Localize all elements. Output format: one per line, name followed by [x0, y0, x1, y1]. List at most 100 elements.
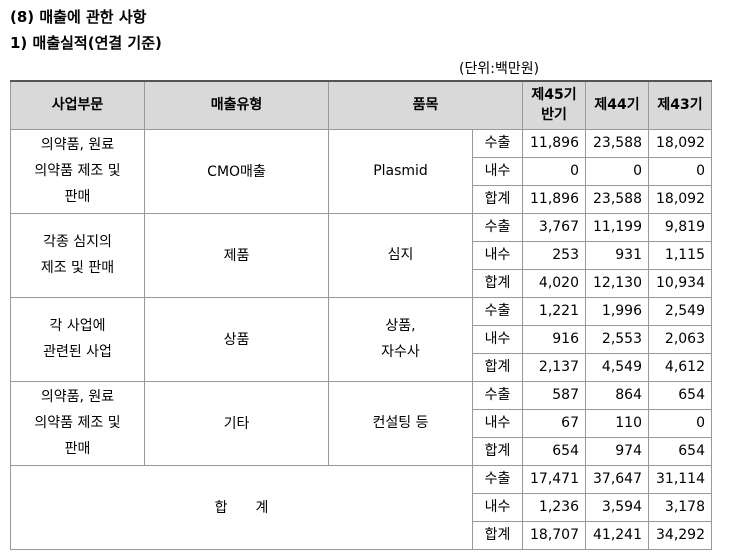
value-period-43: 1,115	[648, 240, 712, 270]
item-cell: Plasmid	[328, 128, 473, 214]
value-period-44: 12,130	[585, 268, 649, 298]
division-line: 의약품 제조 및	[34, 163, 121, 179]
value-kind: 내수	[472, 408, 523, 438]
value-kind: 합계	[472, 520, 523, 550]
value-period-45: 11,896	[522, 184, 586, 214]
value-period-45: 4,020	[522, 268, 586, 298]
table-row: 합계 2,137 4,549 4,612	[11, 352, 712, 382]
value-period-45: 1,221	[522, 296, 586, 326]
value-period-45: 253	[522, 240, 586, 270]
value-period-43: 18,092	[648, 184, 712, 214]
total-label: 합 계	[10, 464, 473, 550]
division-line: 의약품, 원료	[40, 389, 115, 405]
value-period-43: 0	[648, 408, 712, 438]
header-division: 사업부문	[10, 80, 145, 130]
division-line: 각 사업에	[49, 318, 106, 334]
value-period-44: 0	[585, 156, 649, 186]
value-period-44: 11,199	[585, 212, 649, 242]
header-period-45-line2: 반기	[541, 107, 567, 124]
section-subtitle: 1) 매출실적(연결 기준)	[10, 34, 162, 52]
value-period-43: 31,114	[648, 464, 712, 494]
division-line: 판매	[64, 441, 91, 457]
value-period-45: 17,471	[522, 464, 586, 494]
value-period-45: 916	[522, 324, 586, 354]
value-period-45: 0	[522, 156, 586, 186]
value-period-45: 3,767	[522, 212, 586, 242]
header-period-43: 제43기	[648, 80, 712, 130]
header-period-45-line1: 제45기	[531, 87, 577, 104]
sales-type-cell: 제품	[144, 212, 329, 298]
value-kind: 합계	[472, 184, 523, 214]
section-title: (8) 매출에 관한 사항	[10, 8, 147, 26]
sales-table-body: 의약품, 원료 의약품 제조 및 판매 CMO매출 Plasmid 수출 11,896 23,…	[10, 128, 712, 550]
division-line: 의약품, 원료	[40, 137, 115, 153]
value-period-43: 2,549	[648, 296, 712, 326]
value-period-43: 10,934	[648, 268, 712, 298]
value-kind: 수출	[472, 296, 523, 326]
value-kind: 수출	[472, 380, 523, 410]
header-type: 매출유형	[144, 80, 329, 130]
value-period-44: 41,241	[585, 520, 649, 550]
value-period-44: 2,553	[585, 324, 649, 354]
value-kind: 수출	[472, 212, 523, 242]
value-period-43: 4,612	[648, 352, 712, 382]
division-line: 제조 및 판매	[40, 260, 115, 276]
division-line: 각종 심지의	[43, 234, 112, 250]
table-row: 합계 18,707 41,241 34,292	[11, 520, 712, 550]
division-line: 관련된 사업	[43, 344, 112, 360]
item-cell: 컨설팅 등	[328, 380, 473, 466]
value-kind: 수출	[472, 464, 523, 494]
division-line: 의약품 제조 및	[34, 415, 121, 431]
value-period-45: 67	[522, 408, 586, 438]
value-period-44: 974	[585, 436, 649, 466]
value-kind: 합계	[472, 268, 523, 298]
value-period-43: 654	[648, 436, 712, 466]
item-line: Plasmid	[373, 163, 428, 179]
division-line: 판매	[64, 189, 91, 205]
table-row: 의약품, 원료 의약품 제조 및 판매 CMO매출 Plasmid 수출 11,896 23,…	[10, 128, 712, 214]
item-line: 컨설팅 등	[372, 415, 429, 431]
value-period-45: 2,137	[522, 352, 586, 382]
value-period-44: 37,647	[585, 464, 649, 494]
value-period-43: 18,092	[648, 128, 712, 158]
value-period-43: 654	[648, 380, 712, 410]
table-row: 합 계 수출 17,471 37,647 31,114	[10, 464, 712, 550]
value-period-44: 931	[585, 240, 649, 270]
table-row: 내수 0 0 0	[11, 156, 712, 186]
table-row: 각종 심지의 제조 및 판매 제품 심지 수출 3,767 11,199 9,819	[10, 212, 712, 298]
item-cell: 심지	[328, 212, 473, 298]
item-line: 심지	[387, 247, 414, 263]
value-kind: 내수	[472, 492, 523, 522]
value-period-45: 654	[522, 436, 586, 466]
table-row: 합계 4,020 12,130 10,934	[11, 268, 712, 298]
value-period-43: 2,063	[648, 324, 712, 354]
value-period-44: 23,588	[585, 184, 649, 214]
value-period-45: 11,896	[522, 128, 586, 158]
sales-type-cell: CMO매출	[144, 128, 329, 214]
sales-table: 사업부문 매출유형 품목 제45기 반기 제44기 제43기 의약품, 원료 의약…	[10, 80, 712, 550]
value-period-44: 3,594	[585, 492, 649, 522]
value-period-44: 1,996	[585, 296, 649, 326]
value-period-44: 23,588	[585, 128, 649, 158]
value-period-45: 18,707	[522, 520, 586, 550]
table-row: 각 사업에 관련된 사업 상품 상품, 자수사 수출 1,221 1,996 2,549	[10, 296, 712, 382]
sales-type-cell: 기타	[144, 380, 329, 466]
table-row: 내수 916 2,553 2,063	[11, 324, 712, 354]
value-kind: 합계	[472, 436, 523, 466]
value-kind: 내수	[472, 240, 523, 270]
value-kind: 합계	[472, 352, 523, 382]
item-line: 자수사	[381, 344, 420, 360]
table-row: 의약품, 원료 의약품 제조 및 판매 기타 컨설팅 등 수출 587 864 654	[10, 380, 712, 466]
value-period-44: 864	[585, 380, 649, 410]
item-cell: 상품, 자수사	[328, 296, 473, 382]
unit-label: (단위:백만원)	[459, 61, 540, 77]
header-period-45: 제45기 반기	[522, 80, 586, 130]
value-period-43: 34,292	[648, 520, 712, 550]
value-kind: 내수	[472, 156, 523, 186]
header-period-44: 제44기	[585, 80, 649, 130]
value-period-45: 587	[522, 380, 586, 410]
